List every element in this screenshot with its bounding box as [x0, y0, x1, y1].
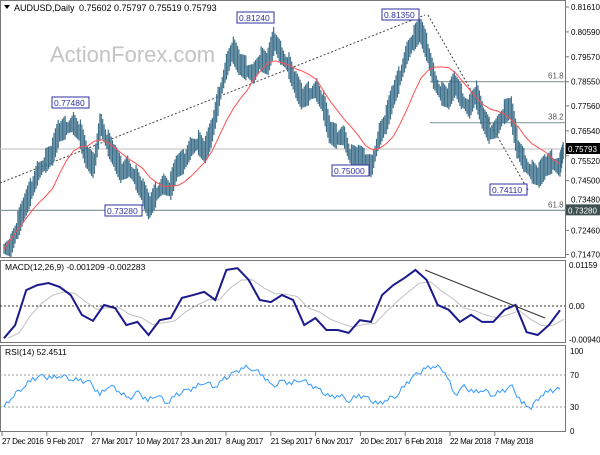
x-tick-label: 7 May 2018 [495, 437, 534, 446]
y-tick-label: 0.73480 [571, 195, 600, 204]
price-title: AUDUSD,Daily [14, 3, 75, 13]
y-tick-label: 0.74500 [571, 177, 600, 186]
moving-average-line [3, 60, 561, 250]
x-tick-label: 22 Mar 2018 [450, 437, 492, 446]
price-annotation: 0.81350 [384, 10, 415, 20]
y-tick-label: 0.76540 [571, 127, 600, 136]
rsi-tick-label: 100 [570, 347, 584, 356]
y-tick-label: 0.77560 [571, 102, 600, 111]
y-tick-label: 0.71470 [571, 251, 600, 260]
rsi-panel [0, 345, 566, 432]
price-annotation: 0.75000 [334, 166, 365, 176]
macd-line [3, 267, 561, 339]
price-panel [0, 0, 566, 258]
price-annotation: 0.73280 [107, 206, 138, 216]
y-tick-label: 0.79570 [571, 53, 600, 62]
price-annotation: 0.81240 [239, 13, 270, 23]
macd-title: MACD(12,26,9) -0.001209 -0.002283 [5, 262, 146, 272]
rsi-tick-label: 0 [570, 427, 575, 436]
y-tick-label: 0.72460 [571, 226, 600, 235]
x-tick-label: 20 Dec 2017 [360, 437, 402, 446]
support-price-box [566, 204, 600, 216]
ohlc-readout: 0.75602 0.75797 0.75519 0.75793 [79, 3, 217, 13]
price-annotation: 0.74110 [492, 185, 522, 195]
x-tick-label: 27 Dec 2016 [2, 437, 44, 446]
fib-level-label: 38.2 [548, 113, 564, 122]
x-tick-label: 21 Sep 2017 [271, 437, 313, 446]
y-tick-label: 0.75520 [571, 157, 600, 166]
macd-trendline [424, 269, 546, 319]
y-tick-label: 0.81610 [571, 3, 600, 12]
rsi-tick-label: 30 [570, 403, 579, 412]
x-tick-label: 6 Feb 2018 [405, 437, 443, 446]
price-annotation-box [331, 164, 370, 177]
price-annotation-box [236, 11, 275, 24]
price-annotation-box [104, 204, 143, 217]
dropdown-icon[interactable] [4, 5, 10, 9]
macd-tick-label: -0.009406 [569, 335, 600, 344]
price-annotation-box [489, 183, 528, 196]
price-annotation-box [51, 96, 90, 109]
x-tick-label: 9 Feb 2017 [47, 437, 85, 446]
support-price-label: 0.73280 [568, 206, 597, 215]
macd-tick-label: 0.00 [569, 302, 585, 311]
y-tick-label: 0.80590 [571, 28, 600, 37]
price-annotation-box [381, 8, 420, 21]
x-tick-label: 27 Mar 2017 [92, 437, 134, 446]
x-tick-label: 6 Nov 2017 [316, 437, 354, 446]
price-annotation: 0.77480 [54, 98, 85, 108]
rsi-tick-label: 70 [570, 371, 579, 380]
macd-tick-label: 0.01159 [569, 261, 598, 270]
rsi-title: RSI(14) 52.4511 [5, 347, 67, 357]
macd-panel [0, 260, 566, 343]
x-tick-label: 23 Jun 2017 [181, 437, 222, 446]
y-tick-label: 0.78550 [571, 78, 600, 87]
x-tick-label: 8 Aug 2017 [226, 437, 264, 446]
x-tick-label: 10 May 2017 [136, 437, 179, 446]
current-price-label: 0.75793 [568, 145, 597, 154]
fib-level-label: 61.8 [548, 72, 564, 81]
current-price-box [566, 143, 600, 155]
rsi-line [3, 364, 561, 411]
watermark: ActionForex.com [50, 42, 215, 67]
fib-level-label: 61.8 [548, 200, 564, 209]
